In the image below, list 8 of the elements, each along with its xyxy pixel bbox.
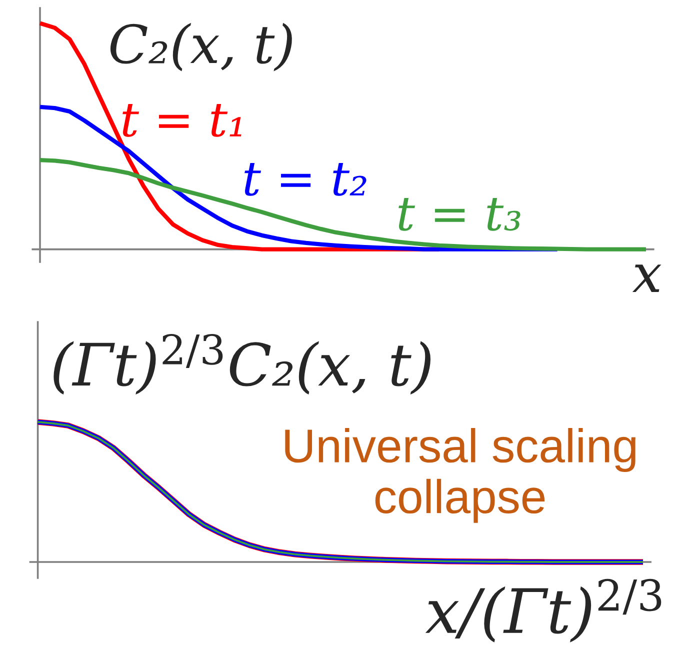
annotation: Universal scaling collapse (285, 428, 636, 523)
x-axis-title: x/(Γt)$^{2/3}$ (425, 578, 662, 642)
x-axis-title: x (632, 264, 662, 292)
series-label: t = t₂ (244, 163, 366, 196)
series-label: t = t₃ (398, 198, 520, 231)
series-label: t = t₁ (122, 104, 242, 137)
y-axis-title: C₂(x, t) (110, 22, 292, 72)
y-axis-title: (Γt)$^{2/3}$C₂(x, t) (54, 334, 430, 395)
